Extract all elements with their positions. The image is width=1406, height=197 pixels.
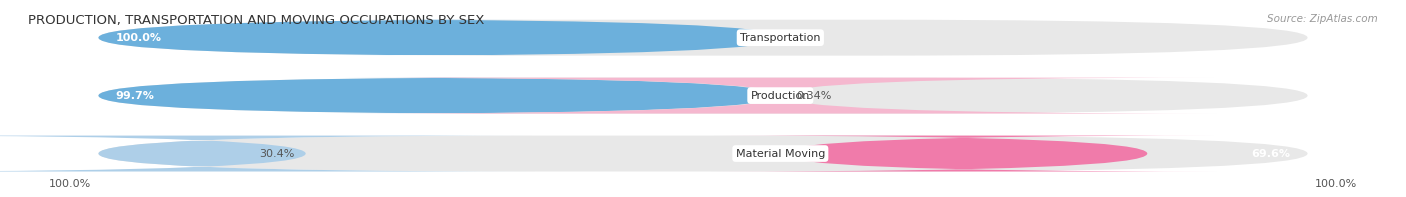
FancyBboxPatch shape	[98, 78, 779, 113]
FancyBboxPatch shape	[98, 20, 780, 56]
Text: Material Moving: Material Moving	[735, 149, 825, 159]
Text: 100.0%: 100.0%	[115, 33, 162, 43]
Text: 69.6%: 69.6%	[1251, 149, 1291, 159]
Text: Transportation: Transportation	[740, 33, 821, 43]
Text: 99.7%: 99.7%	[115, 91, 155, 101]
FancyBboxPatch shape	[98, 78, 1308, 113]
Text: 0.34%: 0.34%	[796, 91, 831, 101]
Text: Source: ZipAtlas.com: Source: ZipAtlas.com	[1267, 14, 1378, 24]
FancyBboxPatch shape	[346, 78, 1216, 113]
FancyBboxPatch shape	[98, 136, 1308, 172]
Text: PRODUCTION, TRANSPORTATION AND MOVING OCCUPATIONS BY SEX: PRODUCTION, TRANSPORTATION AND MOVING OC…	[28, 14, 485, 27]
FancyBboxPatch shape	[0, 136, 534, 172]
Text: 100.0%: 100.0%	[1315, 179, 1357, 189]
FancyBboxPatch shape	[98, 20, 1308, 56]
FancyBboxPatch shape	[711, 136, 1216, 172]
Text: 100.0%: 100.0%	[49, 179, 91, 189]
Text: 30.4%: 30.4%	[259, 149, 294, 159]
Text: Production: Production	[751, 91, 810, 101]
